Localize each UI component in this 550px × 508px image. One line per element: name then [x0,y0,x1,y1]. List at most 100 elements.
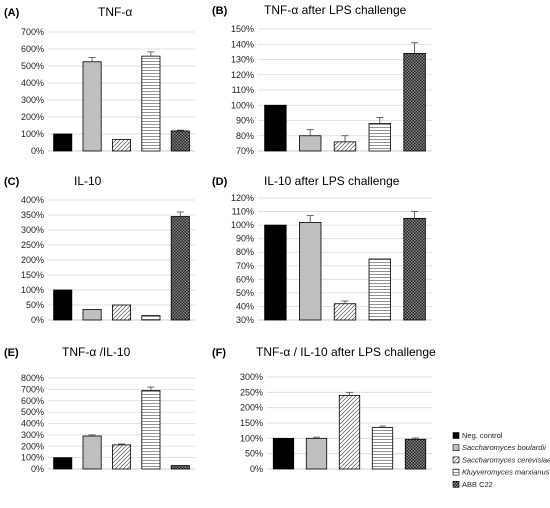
y-tick-label: 70% [236,261,254,271]
legend-label: Kluyveromyces marxianus [462,468,550,477]
y-tick-label: 600% [21,44,44,54]
y-tick-label: 50% [236,288,254,298]
panels: (A) TNF-α0%100%200%300%400%500%600%700%(B… [4,3,436,474]
y-tick-label: 120% [231,70,254,80]
y-tick-label: 350% [21,210,44,220]
panel-title: TNF-α / IL-10 after LPS challenge [256,345,436,359]
chart-panel-3: (C) IL-10 0% 50% 100% 150% 200% 250% 300% 350% 400… [4,174,195,325]
bar-saccharomyces-boulardii [82,435,102,470]
bar-abb-c22 [403,217,426,321]
chart-panel-2: (B) TNF-α after LPS challenge 70% 80% 90% 100… [212,3,432,156]
bar-saccharomyces-cerevisiae [338,394,361,470]
y-tick-label: 400% [21,78,44,88]
y-tick-label: 500% [21,407,44,417]
y-tick-label: 400% [21,195,44,205]
bar-neg-control [264,224,287,321]
y-tick-label: 300% [21,430,44,440]
bar-saccharomyces-boulardii [305,437,328,470]
legend-label: Saccharomyces cerevisiae [462,455,550,464]
bar-kluyveromyces-marxianus [141,55,161,152]
bar-saccharomyces-boulardii [299,135,322,152]
y-tick-label: 300% [21,225,44,235]
y-tick-label: 60% [236,274,254,284]
legend-label: Neg. control [462,431,503,440]
legend-swatch [452,468,460,476]
y-tick-label: 100% [21,129,44,139]
panel-title: TNF-α /IL-10 [62,345,131,359]
bar-neg-control [53,133,73,152]
bar-saccharomyces-boulardii [299,221,322,321]
y-tick-label: 800% [21,373,44,383]
legend-swatch [452,456,460,464]
bar-abb-c22 [170,465,190,470]
y-tick-label: 200% [21,255,44,265]
legend-swatch [452,444,460,452]
legend-label: Saccharomyces boulardii [462,443,546,452]
legend-swatch [452,480,460,488]
y-tick-label: 140% [231,39,254,49]
legend-swatch [452,432,460,439]
bar-abb-c22 [403,53,426,152]
panel-letter: (C) [4,176,20,188]
bar-abb-c22 [404,438,427,470]
y-tick-label: 40% [236,301,254,311]
y-tick-label: 150% [231,24,254,34]
bar-saccharomyces-cerevisiae [111,304,132,321]
y-tick-label: 700% [21,27,44,37]
y-tick-label: 110% [232,207,254,217]
y-tick-label: 700% [21,384,44,394]
y-tick-label: 200% [21,112,44,122]
y-tick-label: 70% [236,146,254,156]
chart-panel-5: (E) TNF-α /IL-10 0%100% 200%300%400% 500%600… [4,345,195,474]
y-tick-label: 600% [21,396,44,406]
y-tick-label: 100% [240,433,263,443]
legend: Neg. control Saccharomyces boulardii Sacch… [452,431,550,489]
bar-saccharomyces-cerevisiae [111,444,132,470]
chart-panel-6: (F) TNF-α / IL-10 after LPS challenge 0% 50… [212,345,436,474]
y-tick-label: 100% [21,285,44,295]
bar-kluyveromyces-marxianus [368,258,391,321]
panel-title: TNF-α after LPS challenge [264,3,407,17]
panel-letter: (E) [4,347,19,359]
bar-kluyveromyces-marxianus [368,123,391,152]
bar-saccharomyces-cerevisiae [333,303,357,321]
bar-kluyveromyces-marxianus [141,315,161,321]
y-tick-label: 0% [250,464,263,474]
bar-neg-control [272,437,295,470]
y-tick-label: 120% [231,193,254,203]
panel-letter: (B) [212,5,228,17]
y-tick-label: 300% [21,95,44,105]
y-tick-label: 200% [21,441,44,451]
y-tick-label: 400% [21,419,44,429]
y-tick-label: 100% [231,100,254,110]
y-tick-label: 50% [245,449,263,459]
panel-letter: (F) [212,347,226,359]
y-tick-label: 110% [232,85,254,95]
y-tick-label: 0% [31,464,44,474]
y-tick-label: 30% [236,315,254,325]
bar-neg-control [53,457,73,470]
panel-title: IL-10 after LPS challenge [264,174,400,188]
y-tick-label: 80% [236,247,254,257]
bar-saccharomyces-boulardii [82,309,102,321]
bar-neg-control [264,104,287,152]
y-tick-label: 90% [236,116,254,126]
y-tick-label: 90% [236,234,254,244]
y-tick-label: 250% [21,240,44,250]
legend-label: ABB C22 [462,480,493,489]
y-tick-label: 130% [231,55,254,65]
bar-saccharomyces-cerevisiae [333,141,357,152]
y-tick-label: 50% [26,300,44,310]
bar-kluyveromyces-marxianus [141,390,161,470]
y-tick-label: 150% [21,270,44,280]
y-tick-label: 200% [240,403,263,413]
panel-letter: (A) [4,7,20,19]
panel-title: IL-10 [74,174,102,188]
bar-neg-control [53,289,73,321]
bar-kluyveromyces-marxianus [371,427,394,470]
y-tick-label: 0% [31,315,44,325]
y-tick-label: 250% [240,387,263,397]
chart-panel-1: (A) TNF-α 0% 100% 200% 300% 400% 500% 600% 700% [4,5,195,156]
y-tick-label: 100% [231,220,254,230]
